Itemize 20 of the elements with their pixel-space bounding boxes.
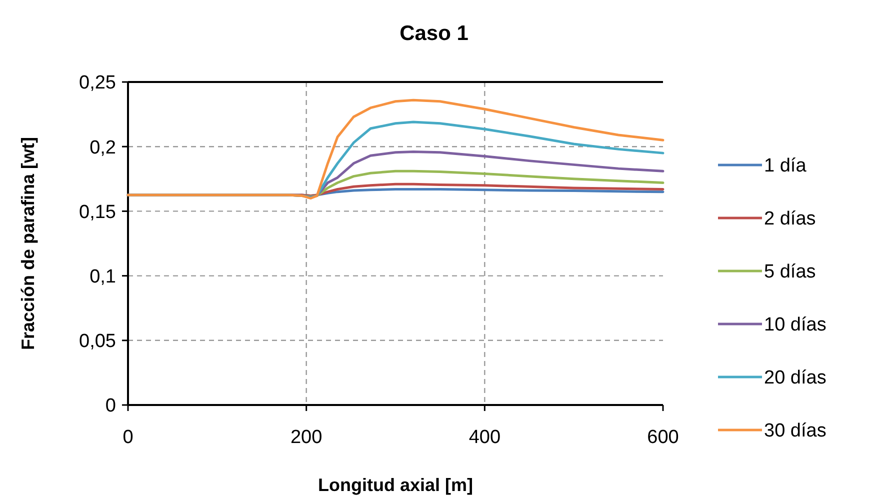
legend-label: 2 días [764, 208, 816, 230]
legend-label: 30 días [764, 420, 826, 442]
y-tick-label: 0,25 [79, 72, 116, 94]
x-tick-label: 200 [290, 427, 322, 448]
y-tick-label: 0,1 [90, 266, 116, 288]
y-tick-label: 0,15 [79, 202, 116, 223]
y-tick-label: 0,05 [79, 331, 116, 352]
y-tick-label: 0,2 [90, 137, 116, 158]
line-series [126, 98, 664, 200]
x-tick-label: 600 [647, 427, 679, 448]
legend-label: 10 días [764, 314, 826, 336]
x-axis-title: Longitud axial [m] [318, 475, 473, 495]
chart-title: Caso 1 [400, 22, 469, 45]
legend-label: 5 días [764, 262, 816, 283]
x-tick-label: 400 [468, 427, 501, 448]
x-tick-label: 0 [122, 427, 134, 448]
y-axis-title: Fracción de parafina [wt] [18, 136, 38, 350]
legend-label: 1 día [764, 156, 807, 177]
legend-label: 20 días [764, 368, 826, 389]
y-tick-label: 0 [105, 396, 116, 417]
